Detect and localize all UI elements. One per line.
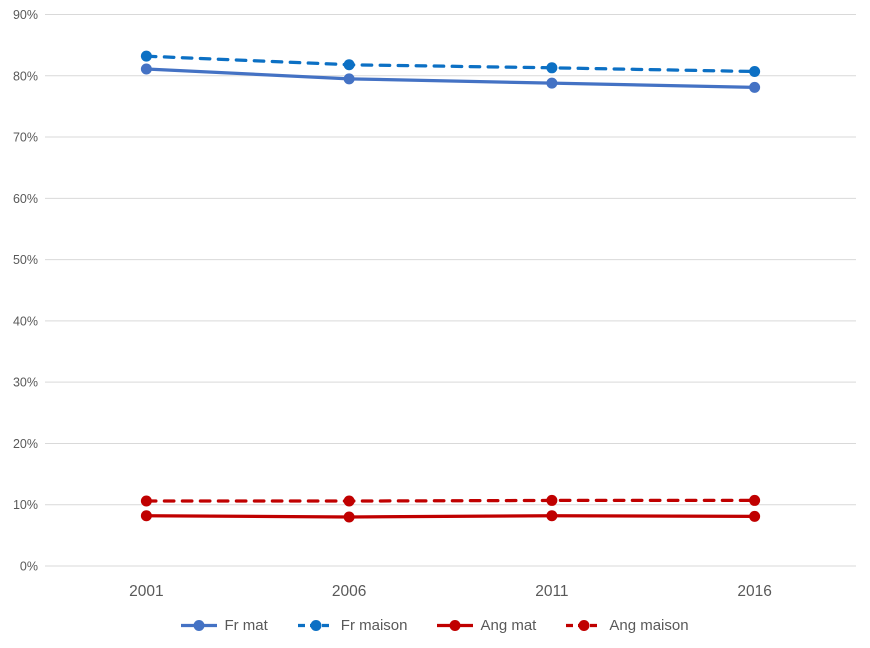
x-tick-label-2016: 2016 bbox=[737, 583, 771, 600]
series-line-ang-mat bbox=[144, 514, 757, 519]
data-point-ang-maison-2011 bbox=[546, 494, 558, 506]
data-point-ang-mat-2016 bbox=[749, 510, 761, 522]
y-tick-label: 20% bbox=[13, 437, 38, 451]
x-tick-label-2011: 2011 bbox=[535, 583, 568, 600]
data-point-ang-mat-2001 bbox=[140, 510, 152, 522]
legend-item-ang-maison: Ang maison bbox=[566, 616, 689, 634]
data-point-ang-maison-2006 bbox=[343, 495, 355, 507]
data-point-fr-maison-2011 bbox=[546, 62, 558, 74]
series-line-ang-maison bbox=[144, 498, 757, 503]
y-tick-label: 10% bbox=[13, 498, 38, 512]
data-point-ang-maison-2016 bbox=[749, 494, 761, 506]
legend-item-fr-mat: Fr mat bbox=[181, 616, 268, 634]
y-tick-label: 0% bbox=[20, 560, 38, 574]
y-tick-label: 90% bbox=[13, 8, 38, 22]
legend-swatch-fr-maison bbox=[297, 619, 334, 631]
y-tick-label: 30% bbox=[13, 376, 38, 390]
series-line-fr-mat bbox=[144, 67, 757, 90]
legend-item-fr-maison: Fr maison bbox=[297, 616, 408, 634]
chart-legend: Fr mat Fr maison Ang mat Ang maison bbox=[0, 610, 870, 640]
data-point-fr-mat-2016 bbox=[749, 81, 761, 93]
data-point-ang-mat-2006 bbox=[343, 511, 355, 523]
data-point-ang-mat-2011 bbox=[546, 510, 558, 522]
legend-label: Ang maison bbox=[609, 616, 689, 634]
legend-label: Fr maison bbox=[340, 616, 408, 634]
series-line-fr-maison bbox=[144, 54, 757, 74]
data-point-fr-maison-2016 bbox=[749, 65, 761, 77]
y-tick-label: 70% bbox=[13, 131, 38, 145]
legend-swatch-ang-maison bbox=[566, 619, 603, 631]
y-tick-label: 80% bbox=[13, 69, 38, 83]
data-point-fr-maison-2001 bbox=[140, 50, 152, 62]
legend-swatch-ang-mat bbox=[437, 619, 474, 631]
data-point-fr-maison-2006 bbox=[343, 59, 355, 71]
y-tick-label: 50% bbox=[13, 253, 38, 267]
legend-swatch-fr-mat bbox=[181, 619, 218, 631]
data-point-fr-mat-2001 bbox=[140, 63, 152, 75]
legend-item-ang-mat: Ang mat bbox=[437, 617, 536, 634]
data-point-fr-mat-2011 bbox=[546, 77, 558, 89]
y-tick-label: 40% bbox=[13, 314, 38, 328]
x-tick-label-2001: 2001 bbox=[129, 583, 163, 600]
data-point-fr-mat-2006 bbox=[343, 73, 355, 85]
legend-label: Ang mat bbox=[480, 616, 537, 634]
y-tick-label: 60% bbox=[13, 192, 38, 206]
legend-label: Fr mat bbox=[224, 616, 268, 634]
x-tick-label-2006: 2006 bbox=[332, 583, 366, 600]
data-point-ang-maison-2001 bbox=[140, 495, 152, 507]
